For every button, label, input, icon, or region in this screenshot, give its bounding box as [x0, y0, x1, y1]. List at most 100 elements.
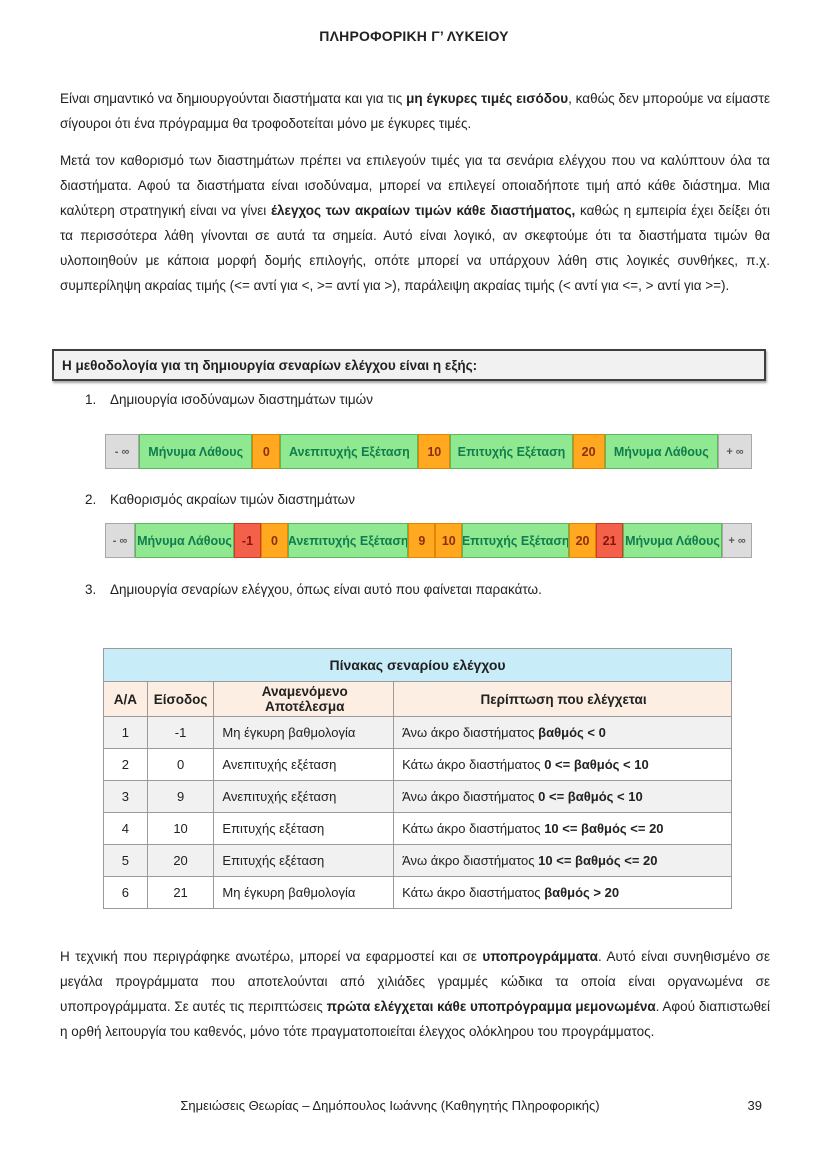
interval-cell-error-message: Μήνυμα Λάθους	[604, 434, 718, 469]
interval-cell-plus-infinity: + ∞	[722, 523, 753, 558]
case-prefix: Κάτω άκρο διαστήματος	[402, 885, 545, 900]
interval-cell-boundary-10: 10	[418, 434, 451, 469]
cell-input: 21	[146, 876, 215, 909]
footer-text: Σημειώσεις Θεωρίας – Δημόπουλος Ιωάννης …	[180, 1098, 600, 1113]
interval-cell-minus-infinity: - ∞	[105, 434, 139, 469]
column-header-case: Περίπτωση που ελέγχεται	[393, 681, 732, 717]
case-prefix: Άνω άκρο διαστήματος	[402, 853, 539, 868]
interval-cell-fail: Ανεπιτυχής Εξέταση	[280, 434, 419, 469]
cell-aa: 3	[103, 780, 148, 813]
column-header-input: Είσοδος	[146, 681, 215, 717]
list-item-text: Καθορισμός ακραίων τιμών διαστημάτων	[110, 492, 355, 507]
table-row: 4 10 Επιτυχής εξέταση Κάτω άκρο διαστήμα…	[103, 812, 732, 845]
paragraph-bold-text: υποπρογράμματα	[482, 949, 598, 964]
table-header-row: Α/Α Είσοδος Αναμενόμενο Αποτέλεσμα Περίπ…	[103, 681, 732, 717]
list-item-text: Δημιουργία ισοδύναμων διαστημάτων τιμών	[110, 392, 373, 407]
interval-cell-pass: Επιτυχής Εξέταση	[462, 523, 570, 558]
cell-case: Άνω άκρο διαστήματος 10 <= βαθμός <= 20	[393, 844, 732, 877]
test-scenario-table: Πίνακας σεναρίου ελέγχου Α/Α Είσοδος Ανα…	[103, 648, 732, 909]
paragraph-subprograms: Η τεχνική που περιγράφηκε ανωτέρω, μπορε…	[60, 944, 770, 1044]
case-prefix: Άνω άκρο διαστήματος	[402, 789, 539, 804]
cell-input: 20	[146, 844, 215, 877]
cell-expected: Επιτυχής εξέταση	[213, 812, 395, 845]
case-condition: βαθμός < 0	[538, 725, 606, 740]
page-number: 39	[747, 1098, 762, 1113]
table-title-row: Πίνακας σεναρίου ελέγχου	[103, 648, 732, 682]
column-header-expected: Αναμενόμενο Αποτέλεσμα	[213, 681, 395, 717]
list-number: 2.	[85, 492, 97, 507]
paragraph-text: , καθώς δεν μπορούμε να είμαστε σίγουροι…	[60, 91, 770, 131]
interval-cell-edge-20: 20	[569, 523, 597, 558]
paragraph-text: Είναι σημαντικό να δημιουργούνται διαστή…	[60, 91, 407, 106]
paragraph-text: Η τεχνική που περιγράφηκε ανωτέρω, μπορε…	[60, 949, 483, 964]
cell-case: Άνω άκρο διαστήματος 0 <= βαθμός < 10	[393, 780, 732, 813]
cell-expected: Μη έγκυρη βαθμολογία	[213, 716, 395, 749]
interval-cell-pass: Επιτυχής Εξέταση	[450, 434, 573, 469]
table-title: Πίνακας σεναρίου ελέγχου	[103, 648, 732, 682]
cell-case: Κάτω άκρο διαστήματος 0 <= βαθμός < 10	[393, 748, 732, 781]
interval-cell-fail: Ανεπιτυχής Εξέταση	[287, 523, 409, 558]
list-item-step-2: 2. Καθορισμός ακραίων τιμών διαστημάτων	[85, 492, 355, 507]
list-number: 1.	[85, 392, 97, 407]
list-item-step-1: 1. Δημιουργία ισοδύναμων διαστημάτων τιμώ…	[85, 392, 373, 407]
interval-cell-boundary-20: 20	[572, 434, 605, 469]
interval-cell-boundary-0: 0	[252, 434, 281, 469]
case-prefix: Κάτω άκρο διαστήματος	[402, 821, 545, 836]
paragraph-text: Μετά τον καθορισμό των διαστημάτων πρέπε…	[60, 153, 770, 218]
methodology-heading-text: Η μεθοδολογία για τη δημιουργία σεναρίων…	[62, 357, 478, 373]
column-header-aa: Α/Α	[103, 681, 148, 717]
interval-diagram-1: - ∞ Μήνυμα Λάθους 0 Ανεπιτυχής Εξέταση 1…	[105, 434, 752, 469]
case-condition: βαθμός > 20	[544, 885, 620, 900]
cell-input: 9	[146, 780, 215, 813]
interval-cell-error-message: Μήνυμα Λάθους	[623, 523, 723, 558]
paragraph-bold-text: έλεγχος των ακραίων τιμών κάθε διαστήματ…	[270, 203, 576, 218]
list-number: 3.	[85, 582, 97, 597]
cell-input: -1	[146, 716, 215, 749]
case-condition: 0 <= βαθμός < 10	[544, 757, 649, 772]
case-condition: 0 <= βαθμός < 10	[538, 789, 643, 804]
cell-case: Κάτω άκρο διαστήματος βαθμός > 20	[393, 876, 732, 909]
table-row: 5 20 Επιτυχής εξέταση Άνω άκρο διαστήματ…	[103, 844, 732, 877]
paragraph-text: . Αφού διαπιστωθεί η ορθή λειτουργία του…	[60, 999, 771, 1039]
interval-cell-minus-infinity: - ∞	[105, 523, 135, 558]
cell-expected: Ανεπιτυχής εξέταση	[213, 780, 395, 813]
cell-aa: 1	[103, 716, 148, 749]
interval-cell-edge-21: 21	[596, 523, 624, 558]
cell-expected: Επιτυχής εξέταση	[213, 844, 395, 877]
cell-input: 10	[146, 812, 215, 845]
cell-aa: 5	[103, 844, 148, 877]
interval-cell-edge-0: 0	[260, 523, 288, 558]
paragraph-bold-text: μη έγκυρες τιμές εισόδου	[406, 91, 569, 106]
cell-case: Άνω άκρο διαστήματος βαθμός < 0	[393, 716, 732, 749]
cell-aa: 6	[103, 876, 148, 909]
cell-case: Κάτω άκρο διαστήματος 10 <= βαθμός <= 20	[393, 812, 732, 845]
interval-cell-edge-10: 10	[435, 523, 463, 558]
interval-cell-edge-minus-1: -1	[233, 523, 261, 558]
paragraph-text: . Αυτό είναι συνηθισμένο σε μεγάλα προγρ…	[60, 949, 770, 1014]
cell-input: 0	[146, 748, 215, 781]
cell-expected: Ανεπιτυχής εξέταση	[213, 748, 395, 781]
paragraph-text: καθώς η εμπειρία έχει δείξει ότι τα περι…	[60, 203, 770, 293]
interval-cell-error-message: Μήνυμα Λάθους	[135, 523, 234, 558]
interval-cell-error-message: Μήνυμα Λάθους	[139, 434, 253, 469]
paragraph-test-scenarios: Μετά τον καθορισμό των διαστημάτων πρέπε…	[60, 148, 770, 298]
methodology-heading-box: Η μεθοδολογία για τη δημιουργία σεναρίων…	[52, 349, 766, 381]
table-row: 6 21 Μη έγκυρη βαθμολογία Κάτω άκρο διασ…	[103, 876, 732, 909]
list-item-text: Δημιουργία σεναρίων ελέγχου, όπως είναι …	[110, 582, 542, 597]
page-title: ΠΛΗΡΟΦΟΡΙΚΗ Γ’ ΛΥΚΕΙΟΥ	[319, 28, 509, 44]
case-condition: 10 <= βαθμός <= 20	[538, 853, 658, 868]
table-row: 2 0 Ανεπιτυχής εξέταση Κάτω άκρο διαστήμ…	[103, 748, 732, 781]
interval-diagram-2: - ∞ Μήνυμα Λάθους -1 0 Ανεπιτυχής Εξέτασ…	[105, 523, 753, 558]
paragraph-bold-text: πρώτα ελέγχεται κάθε υποπρόγραμμα μεμονω…	[326, 999, 656, 1014]
interval-cell-edge-9: 9	[408, 523, 436, 558]
cell-expected: Μη έγκυρη βαθμολογία	[213, 876, 395, 909]
case-condition: 10 <= βαθμός <= 20	[544, 821, 664, 836]
list-item-step-3: 3. Δημιουργία σεναρίων ελέγχου, όπως είνα…	[85, 582, 542, 597]
case-prefix: Κάτω άκρο διαστήματος	[402, 757, 545, 772]
case-prefix: Άνω άκρο διαστήματος	[402, 725, 539, 740]
table-row: 3 9 Ανεπιτυχής εξέταση Άνω άκρο διαστήμα…	[103, 780, 732, 813]
cell-aa: 4	[103, 812, 148, 845]
cell-aa: 2	[103, 748, 148, 781]
paragraph-invalid-inputs: Είναι σημαντικό να δημιουργούνται διαστή…	[60, 86, 770, 136]
